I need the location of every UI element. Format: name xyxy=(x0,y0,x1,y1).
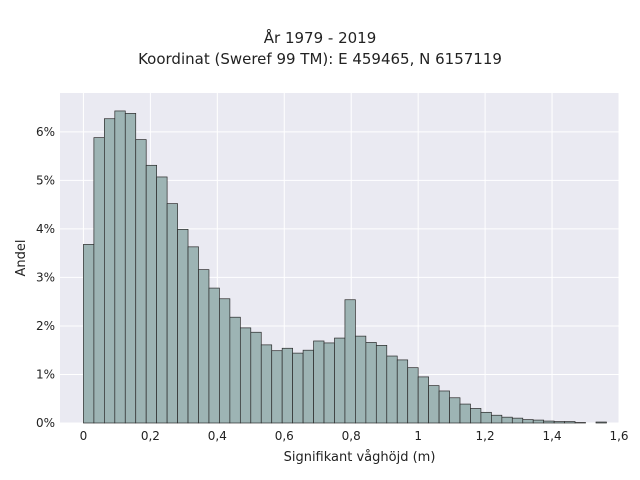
y-tick-label: 1% xyxy=(36,367,55,381)
histogram-bar xyxy=(491,414,503,424)
histogram-bar xyxy=(187,246,199,424)
histogram-bar xyxy=(470,408,482,424)
histogram-bar xyxy=(564,421,576,424)
histogram-bar xyxy=(323,342,335,424)
histogram-bar xyxy=(511,417,524,424)
x-axis-ticks: 0 0,2 0,4 0,6 0,8 1 1,2 1,4 1,6 xyxy=(80,429,629,443)
y-axis-ticks: 0% 1% 2% 3% 4% 5% 6% xyxy=(36,125,55,430)
histogram-bar xyxy=(114,110,126,424)
x-tick-label: 1 xyxy=(414,429,422,443)
chart-subtitle: Koordinat (Sweref 99 TM): E 459465, N 61… xyxy=(138,50,502,68)
histogram-bar xyxy=(93,137,105,424)
histogram-bar xyxy=(166,203,178,424)
y-axis-label: Andel xyxy=(14,240,29,277)
histogram-bar xyxy=(543,420,555,424)
histogram-bar xyxy=(260,344,273,424)
histogram-bar xyxy=(375,345,388,424)
x-tick-label: 1,4 xyxy=(543,429,562,443)
histogram-bar xyxy=(407,367,419,424)
histogram-bar xyxy=(135,139,147,424)
histogram-bar xyxy=(449,397,461,424)
histogram-bar xyxy=(428,385,440,424)
histogram-bar xyxy=(156,176,168,424)
histogram-bar xyxy=(124,113,137,424)
histogram-bar xyxy=(386,355,398,424)
histogram-bar xyxy=(438,390,450,424)
histogram-bar xyxy=(198,269,210,424)
x-tick-label: 1,2 xyxy=(476,429,495,443)
histogram-bar xyxy=(208,287,220,424)
histogram-bar xyxy=(365,342,377,424)
histogram-bar xyxy=(313,340,325,424)
histogram-bar xyxy=(281,347,293,424)
histogram-bar xyxy=(355,335,367,424)
x-tick-label: 0,6 xyxy=(275,429,294,443)
histogram-bar xyxy=(239,327,252,424)
histogram-bar xyxy=(595,421,607,424)
y-tick-label: 4% xyxy=(36,222,55,236)
x-tick-label: 0,2 xyxy=(141,429,160,443)
histogram-bar xyxy=(104,118,116,424)
histogram-bar xyxy=(219,298,231,424)
x-tick-label: 0,8 xyxy=(342,429,361,443)
x-tick-label: 1,6 xyxy=(609,429,628,443)
histogram-bar xyxy=(501,416,513,424)
histogram-bars xyxy=(83,110,607,424)
chart-title: År 1979 - 2019 xyxy=(263,29,377,47)
histogram-bar xyxy=(334,337,346,424)
histogram-bar xyxy=(532,419,545,424)
histogram-bar xyxy=(417,376,429,424)
histogram-bar xyxy=(553,421,565,424)
y-tick-label: 3% xyxy=(36,270,55,284)
histogram-bar xyxy=(396,359,409,424)
histogram-bar xyxy=(229,316,241,424)
histogram-bar xyxy=(459,403,471,424)
histogram-bar xyxy=(522,419,534,424)
y-tick-label: 0% xyxy=(36,416,55,430)
histogram-bar xyxy=(344,299,356,424)
x-tick-label: 0 xyxy=(80,429,88,443)
histogram-bar xyxy=(302,349,314,424)
histogram-bar xyxy=(250,331,262,424)
y-tick-label: 5% xyxy=(36,173,55,187)
y-tick-label: 6% xyxy=(36,125,55,139)
histogram-bar xyxy=(83,244,95,424)
histogram-bar xyxy=(177,229,189,424)
x-tick-label: 0,4 xyxy=(208,429,227,443)
x-axis-label: Signifikant våghöjd (m) xyxy=(284,450,436,465)
histogram-bar xyxy=(480,411,492,424)
histogram-bar xyxy=(271,350,283,424)
histogram-bar xyxy=(145,164,158,424)
y-tick-label: 2% xyxy=(36,319,55,333)
histogram-bar xyxy=(292,352,304,424)
